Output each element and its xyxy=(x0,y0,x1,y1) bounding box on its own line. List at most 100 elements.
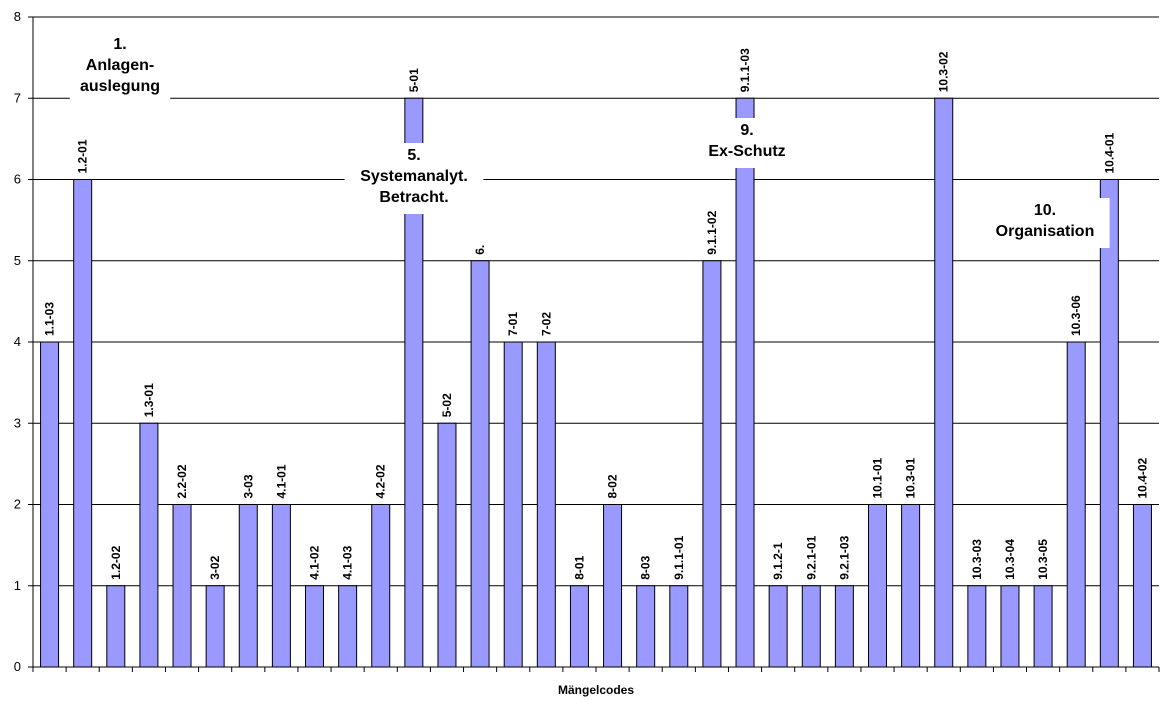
bar xyxy=(967,585,987,668)
bar xyxy=(1132,504,1152,668)
group-annotation-line: 5. xyxy=(407,147,420,164)
group-annotation-line: 9. xyxy=(740,122,753,139)
group-annotation-box xyxy=(344,143,484,214)
bar-value-label: 8-02 xyxy=(606,474,620,498)
bar xyxy=(238,504,258,668)
bar-value-label: 7-01 xyxy=(506,312,520,336)
bar-value-label: 10.4-02 xyxy=(1135,457,1149,498)
y-tick-label: 4 xyxy=(14,334,21,349)
x-axis-title: Mängelcodes xyxy=(558,683,634,697)
group-annotation-line: auslegung xyxy=(80,78,160,95)
bar-value-label: 10.4-01 xyxy=(1102,132,1116,173)
bar-value-label: 6. xyxy=(473,245,487,255)
y-tick-label: 1 xyxy=(14,578,21,593)
bar-value-label: 9.1.1-02 xyxy=(705,210,719,254)
bar xyxy=(503,341,523,668)
bar xyxy=(603,504,623,668)
bar-value-label: 4.1-02 xyxy=(308,545,322,579)
group-annotation-line: Anlagen- xyxy=(86,57,154,74)
group-annotation-line: 10. xyxy=(1034,202,1056,219)
bar xyxy=(470,260,490,668)
bar-value-label: 9.1.1-03 xyxy=(738,48,752,92)
bar xyxy=(437,422,457,668)
bar-value-label: 10.3-01 xyxy=(904,457,918,498)
bar-value-label: 4.2-02 xyxy=(374,464,388,498)
bar-value-label: 1.3-01 xyxy=(142,383,156,417)
bar xyxy=(1033,585,1053,668)
group-annotation: 1. Anlagen-auslegung xyxy=(69,32,171,103)
group-annotation: 5. Systemanalyt. Betracht. xyxy=(344,143,484,214)
bar xyxy=(735,97,755,668)
bar xyxy=(1066,341,1086,668)
bar-value-label: 4.1-03 xyxy=(341,545,355,579)
bar-value-label: 5-02 xyxy=(440,393,454,417)
bar-value-label: 3-02 xyxy=(208,555,222,579)
group-annotation: 10. Organisation xyxy=(980,198,1110,248)
bar-value-label: 10.3-04 xyxy=(1003,539,1017,580)
y-tick-label: 3 xyxy=(14,415,21,430)
bar-value-label: 2.2-02 xyxy=(175,464,189,498)
group-annotation-line: Systemanalyt. xyxy=(360,168,468,185)
bar-value-label: 9.1.2-1 xyxy=(771,542,785,580)
group-annotation-line: Ex-Schutz xyxy=(708,143,785,160)
bar xyxy=(934,97,954,668)
y-tick-label: 2 xyxy=(14,497,21,512)
bar-value-label: 8-03 xyxy=(639,555,653,579)
group-annotation-line: Organisation xyxy=(996,223,1095,240)
bar-value-label: 9.1.1-01 xyxy=(672,535,686,579)
bar-value-label: 1.1-03 xyxy=(43,302,57,336)
group-annotation-line: Betracht. xyxy=(379,189,448,206)
bar-value-label: 10.3-06 xyxy=(1069,295,1083,336)
group-annotation-box xyxy=(980,198,1110,248)
bar-labels: 1.1-03 1.2-01 1.2-02 1.3-01 2.2-02 3-02 3-03 4.… xyxy=(43,48,1150,580)
bar xyxy=(669,585,689,668)
bar-value-label: 10.3-03 xyxy=(970,539,984,580)
bar-value-label: 4.1-01 xyxy=(274,464,288,498)
group-annotation: 9. Ex-Schutz xyxy=(696,118,798,168)
bar xyxy=(139,422,159,668)
bar xyxy=(901,504,921,668)
bar xyxy=(834,585,854,668)
group-annotation-box xyxy=(69,32,171,103)
bar xyxy=(172,504,192,668)
bar xyxy=(636,585,656,668)
bar xyxy=(73,179,93,668)
bar xyxy=(868,504,887,668)
group-annotation-box xyxy=(696,118,798,168)
bar xyxy=(536,341,556,668)
bar xyxy=(569,585,589,668)
bars xyxy=(40,97,1152,668)
bar-value-label: 9.2.1-01 xyxy=(804,535,818,579)
bar-value-label: 7-02 xyxy=(539,312,553,336)
bar xyxy=(106,585,126,668)
y-tick-label: 8 xyxy=(14,9,21,24)
bar xyxy=(801,585,821,668)
bar xyxy=(305,585,324,668)
bar xyxy=(1099,179,1119,668)
bar xyxy=(1000,585,1020,668)
bar xyxy=(702,260,722,668)
bar-value-label: 10.3-05 xyxy=(1036,539,1050,580)
bar-value-label: 1.2-02 xyxy=(109,545,123,579)
bar xyxy=(205,585,225,668)
bar-value-label: 9.2.1-03 xyxy=(837,535,851,579)
axes xyxy=(28,16,1160,672)
bar xyxy=(271,504,291,668)
bar xyxy=(338,585,358,668)
y-tick-label: 5 xyxy=(14,253,21,268)
bar xyxy=(40,341,60,668)
y-tick-labels: 0 1 2 3 4 5 6 7 8 xyxy=(14,9,21,674)
bar-value-label: 3-03 xyxy=(241,474,255,498)
bar-value-label: 10.3-02 xyxy=(937,51,951,92)
bar-value-label: 8-01 xyxy=(572,555,586,579)
group-annotations: 1. Anlagen-auslegung 5. Systemanalyt. Betrac… xyxy=(69,32,1110,248)
y-tick-label: 0 xyxy=(14,659,21,674)
y-tick-label: 6 xyxy=(14,172,21,187)
bar-value-label: 10.1-01 xyxy=(871,457,885,498)
bar-value-label: 1.2-01 xyxy=(76,139,90,173)
group-annotation-line: 1. xyxy=(113,36,126,53)
gridlines xyxy=(33,16,1159,587)
bar xyxy=(371,504,391,668)
bar-value-label: 5-01 xyxy=(407,68,421,92)
